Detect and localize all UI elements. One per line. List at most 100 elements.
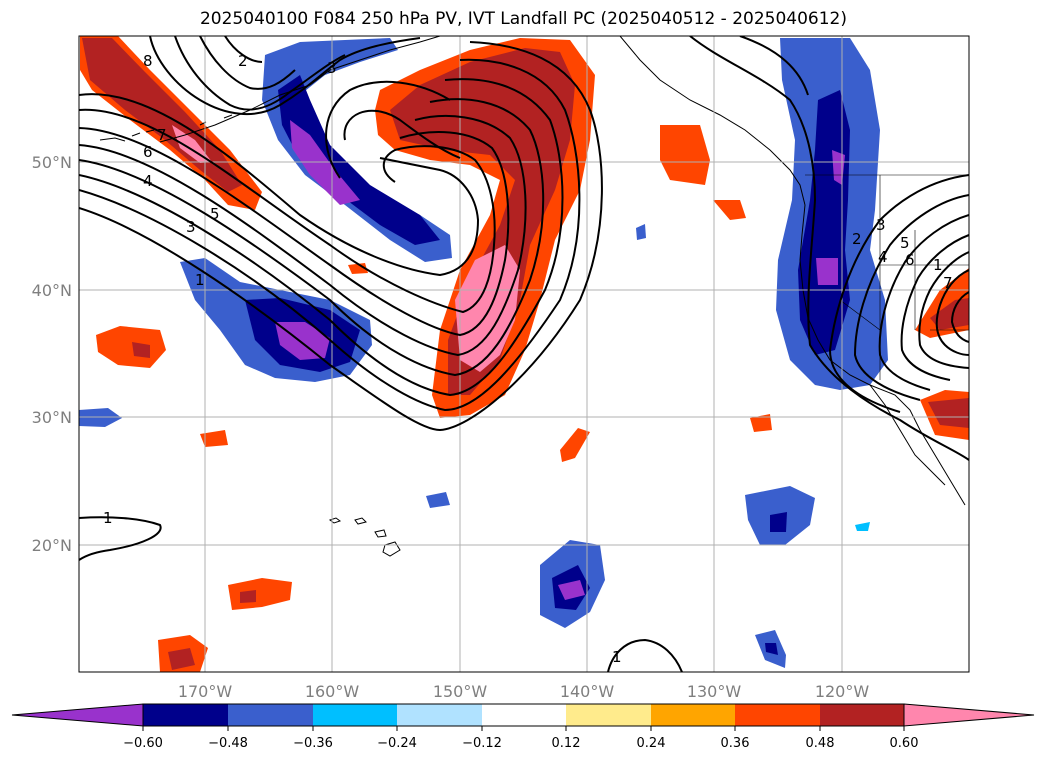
colorbar-tick-label: −0.12 [462,736,502,751]
gridlines [79,36,969,672]
anomaly-blob-13-core [240,590,256,603]
contour-label: 7 [157,126,167,144]
contour-label: 3 [186,218,196,236]
contour-line [878,214,969,391]
contour-line [853,194,969,401]
anomaly-blob-11-core [770,512,787,532]
contour-line [79,98,545,377]
lon-label-170w: 170°W [178,682,233,701]
contour-line [79,78,564,397]
colorbar-tick-label: 0.60 [890,736,919,751]
coastline-us-west [799,204,966,506]
contour-line [950,291,969,343]
anomaly-blob-16-core [765,643,778,655]
colorbar-tick-label: 0.48 [806,736,835,751]
contour-label: 1 [103,509,113,527]
lon-label-120w: 120°W [815,682,870,701]
colorbar-segment [820,704,904,726]
contour-line [739,36,809,96]
anomaly-blob-15-core [168,648,195,670]
contour-line [343,109,461,159]
contour-label: 2 [852,230,862,248]
plot-border [78,35,970,673]
contour-label: 1 [933,256,943,274]
coastline-alaska-islands [99,114,233,142]
coastline-hawaii [328,517,401,557]
coastline-canada [619,36,806,206]
contour-label: 3 [876,216,886,234]
longitude-labels: 170°W 160°W 150°W 140°W 130°W 120°W [178,682,870,701]
contour-line [199,36,296,90]
contour-line [149,36,421,116]
contour-line [174,36,346,111]
anomaly-blob-12 [855,522,870,531]
colorbar-tick-label: −0.48 [208,736,248,751]
colorbar-segment [735,704,820,726]
anomaly-blob-7 [636,224,646,240]
colorbar-segment [482,704,566,726]
state-borders [805,174,969,380]
contour-label: 3 [327,59,337,77]
contour-lines [79,36,969,672]
contour-line [79,127,510,337]
contour-label: 5 [210,205,220,223]
colorbar-segment [228,704,313,726]
lat-label-30n: 30°N [32,408,72,427]
contour-line [607,638,683,672]
anomaly-blob-5 [713,200,746,220]
anomaly-positive-trough-core [390,48,575,395]
anomaly-blob-14-peak [558,580,585,600]
contour-line [828,174,969,413]
anomaly-blob-3 [200,430,228,447]
contour-line [79,41,603,432]
anomaly-positive-east-lower-core [928,398,969,428]
contour-line [79,115,527,357]
lat-label-50n: 50°N [32,153,72,172]
contour-label: 6 [143,143,153,161]
contour-label: 4 [878,248,888,266]
colorbar-tick-label: 0.12 [552,736,581,751]
colorbar-tick-label: −0.24 [377,736,417,751]
contour-line [79,108,496,314]
coastline-baja [869,384,946,486]
lon-label-150w: 150°W [433,682,488,701]
latitude-labels: 50°N 40°N 30°N 20°N [32,153,72,555]
contour-label: 7 [943,274,953,292]
anomaly-positive-east-upper-core [930,298,969,330]
map-title: 2025040100 F084 250 hPa PV, IVT Landfall… [199,9,847,29]
contour-label: 1 [612,648,622,666]
contour-line [224,36,263,63]
anomaly-blob-4 [660,125,710,185]
contour-label: 4 [143,172,153,190]
contour-line [918,251,969,369]
contour-line [689,36,969,461]
anomaly-blob-9 [750,414,772,432]
contour-line [79,516,162,561]
colorbar: −0.60 −0.48 −0.36 −0.24 −0.12 0.12 0.24 … [11,703,1035,751]
contour-label: 5 [900,234,910,252]
colorbar-extend-high [903,703,1035,727]
lon-label-160w: 160°W [305,682,360,701]
colorbar-tick-label: −0.36 [293,736,333,751]
colorbar-border [142,703,905,727]
contour-line [900,234,969,381]
colorbar-segment [651,704,735,726]
plot-area: 8 2 3 7 6 4 3 5 1 1 2 3 4 5 6 1 7 1 [79,36,969,672]
contour-label: 8 [143,52,153,70]
anomaly-positive-trough-peak [455,245,520,372]
contour-line [325,80,451,179]
colorbar-segment [566,704,651,726]
anomaly-blob-1-core [132,342,150,358]
colorbar-tick-label: 0.24 [637,736,666,751]
anomaly-peak-nw [172,125,212,163]
contour-line [79,58,581,412]
anomaly-blob-6 [348,263,368,274]
lon-label-140w: 140°W [560,682,615,701]
colorbar-segment [313,704,397,726]
lat-label-40n: 40°N [32,281,72,300]
colorbar-segment [143,704,228,726]
contour-line [935,269,969,356]
colorbar-segment [397,704,482,726]
colorbar-tick-label: 0.36 [721,736,750,751]
